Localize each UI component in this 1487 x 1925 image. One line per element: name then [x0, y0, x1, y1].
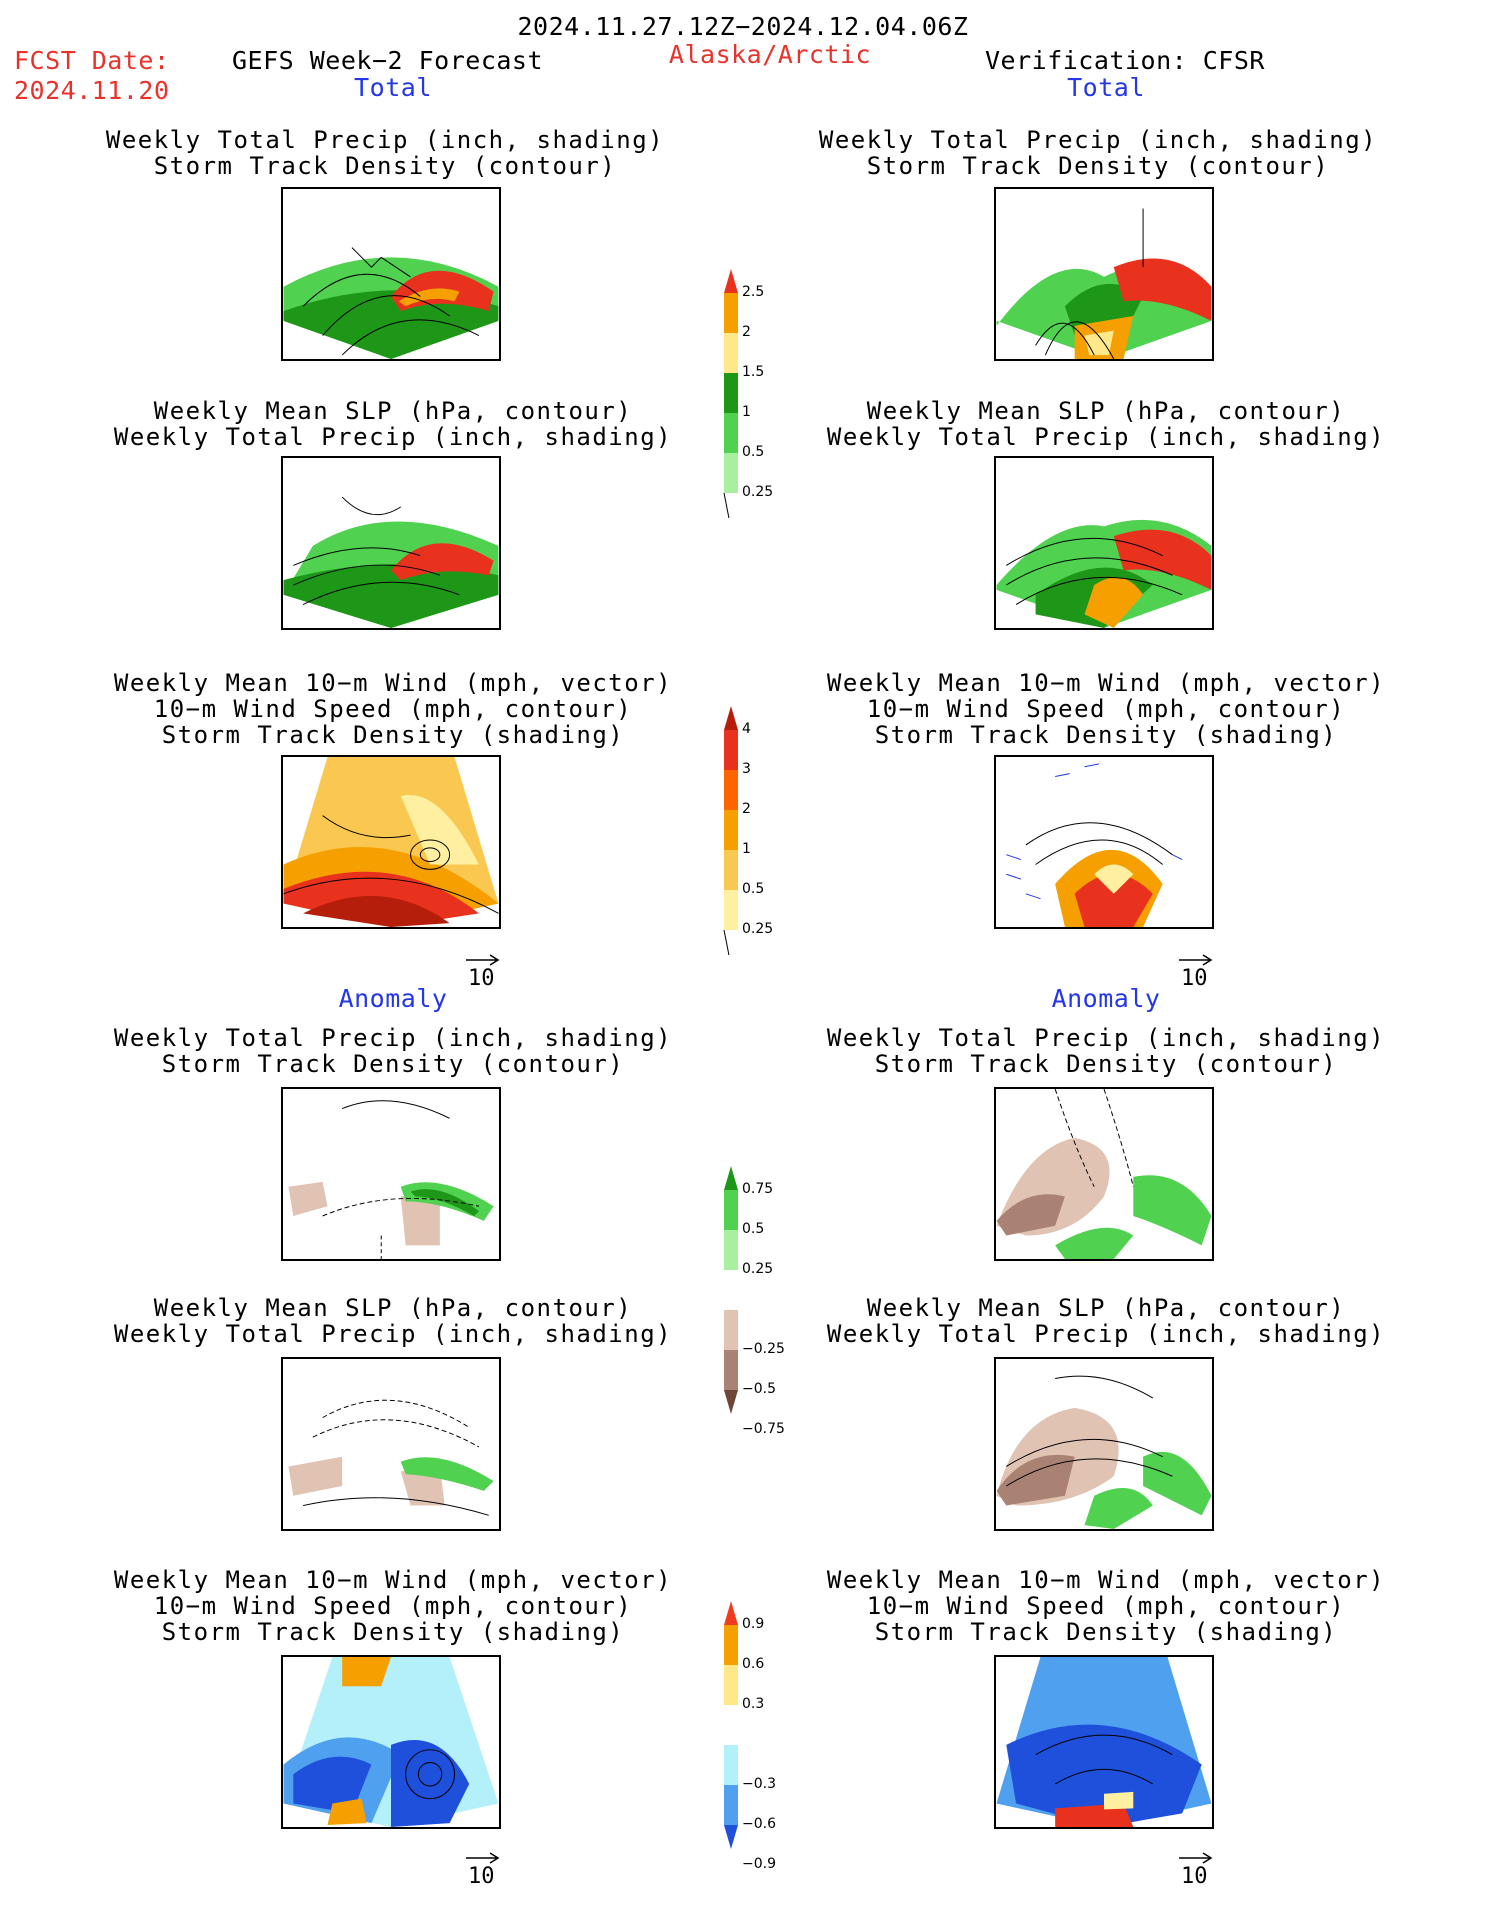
colorbar-segment [724, 1785, 738, 1825]
panel-title: Weekly Mean SLP (hPa, contour) Weekly To… [826, 397, 1386, 451]
colorbar-segment [724, 1350, 738, 1390]
vector-reference-label: 10 [1181, 966, 1208, 991]
colorbar-label: −0.3 [742, 1776, 776, 1792]
vector-reference: 10 [1177, 1850, 1217, 1890]
map-cfsr-precip-anom [994, 1087, 1214, 1261]
map-fcst-wind-total [281, 755, 501, 929]
colorbar-label: −0.25 [742, 1341, 785, 1357]
colorbar-label: 0.75 [742, 1181, 774, 1197]
panel-title: Weekly Total Precip (inch, shading) Stor… [818, 126, 1378, 180]
colorbar-label: −0.9 [742, 1856, 776, 1872]
colorbar-segment [724, 810, 738, 850]
date-range: 2024.11.27.12Z−2024.12.04.06Z [517, 12, 969, 41]
colorbar-label: 0.5 [742, 1221, 765, 1237]
colorbar-label: 0.5 [742, 881, 765, 897]
map-cfsr-wind-total [994, 755, 1214, 929]
colorbar-segment [724, 1745, 738, 1785]
colorbar-segment [724, 1601, 738, 1625]
colorbar-segment [724, 269, 738, 293]
panel-title: Weekly Total Precip (inch, shading) Stor… [826, 1024, 1386, 1078]
colorbar-label: 0.25 [742, 1261, 774, 1277]
colorbar-svg [723, 269, 738, 518]
map-fcst-precip-total [281, 187, 501, 361]
verification-label: Verification: CFSR [985, 46, 1265, 75]
colorbar-segment [724, 770, 738, 810]
map-fcst-precip-anom [281, 1087, 501, 1261]
panel-title: Weekly Total Precip (inch, shading) Stor… [105, 126, 665, 180]
panel-title: Weekly Mean SLP (hPa, contour) Weekly To… [113, 397, 673, 451]
colorbar-tail [723, 929, 730, 955]
colorbar-label: 1.5 [742, 364, 765, 380]
colorbar-segment [724, 1625, 738, 1665]
colorbar-label: 0.6 [742, 1656, 765, 1672]
colorbar-label: 3 [742, 761, 751, 777]
region-title: Alaska/Arctic [668, 40, 872, 69]
colorbar-segment [724, 413, 738, 453]
right-total-label: Total [1067, 73, 1145, 102]
colorbar-segment [724, 1390, 738, 1414]
panel-title: Weekly Mean 10−m Wind (mph, vector) 10−m… [826, 669, 1386, 749]
vector-reference: 10 [464, 952, 504, 992]
colorbar-svg [723, 706, 738, 955]
map-cfsr-slp-anom [994, 1357, 1214, 1531]
panel-title: Weekly Mean SLP (hPa, contour) Weekly To… [113, 1294, 673, 1348]
colorbar-tail [723, 492, 730, 518]
colorbar-segment [724, 453, 738, 493]
map-cfsr-wind-anom [994, 1655, 1214, 1829]
map-cfsr-slp-total [994, 456, 1214, 630]
colorbar-segment [724, 890, 738, 930]
vector-reference-label: 10 [1181, 1864, 1208, 1889]
colorbar-segment [724, 1665, 738, 1705]
map-fcst-wind-anom [281, 1655, 501, 1829]
colorbar-label: −0.75 [742, 1421, 785, 1437]
colorbar-label: 2 [742, 801, 751, 817]
panel-title: Weekly Mean SLP (hPa, contour) Weekly To… [826, 1294, 1386, 1348]
colorbar-label: 0.3 [742, 1696, 765, 1712]
colorbar-label: 2.5 [742, 284, 765, 300]
colorbar-segment [724, 1230, 738, 1270]
panel-title: Weekly Mean 10−m Wind (mph, vector) 10−m… [113, 669, 673, 749]
colorbar-label: 1 [742, 404, 751, 420]
colorbar-segment [724, 730, 738, 770]
colorbar-label: 1 [742, 841, 751, 857]
colorbar-label: −0.6 [742, 1816, 776, 1832]
colorbar-segment [724, 1270, 738, 1310]
colorbar-segment [724, 850, 738, 890]
panel-title: Weekly Mean 10−m Wind (mph, vector) 10−m… [826, 1566, 1386, 1646]
colorbar-segment [724, 1310, 738, 1350]
right-anomaly-label: Anomaly [1051, 984, 1161, 1013]
colorbar-segment [724, 1166, 738, 1190]
panel-title: Weekly Mean 10−m Wind (mph, vector) 10−m… [113, 1566, 673, 1646]
colorbar-segment [724, 333, 738, 373]
vector-reference-label: 10 [468, 1864, 495, 1889]
left-anomaly-label: Anomaly [338, 984, 448, 1013]
colorbar-label: 0.25 [742, 484, 774, 500]
panel-title: Weekly Total Precip (inch, shading) Stor… [113, 1024, 673, 1078]
colorbar-segment [724, 293, 738, 333]
vector-reference-label: 10 [468, 966, 495, 991]
fcst-date-value: 2024.11.20 [14, 76, 170, 105]
colorbar-segment [724, 1705, 738, 1745]
map-fcst-slp-total [281, 456, 501, 630]
fcst-date-label: FCST Date: [14, 46, 170, 75]
left-total-label: Total [354, 73, 432, 102]
colorbar-label: −0.5 [742, 1381, 776, 1397]
colorbar-label: 4 [742, 721, 751, 737]
colorbar-svg [724, 1166, 738, 1414]
colorbar-label: 0.25 [742, 921, 774, 937]
map-cfsr-precip-total [994, 187, 1214, 361]
colorbar-segment [724, 1190, 738, 1230]
colorbar-svg [724, 1601, 738, 1849]
colorbar-label: 0.5 [742, 444, 765, 460]
vector-reference: 10 [464, 1850, 504, 1890]
vector-reference: 10 [1177, 952, 1217, 992]
map-fcst-slp-anom [281, 1357, 501, 1531]
colorbar-segment [724, 1825, 738, 1849]
colorbar-segment [724, 706, 738, 730]
colorbar-segment [724, 373, 738, 413]
colorbar-label: 0.9 [742, 1616, 765, 1632]
forecast-name: GEFS Week−2 Forecast [232, 46, 544, 75]
colorbar-label: 2 [742, 324, 751, 340]
